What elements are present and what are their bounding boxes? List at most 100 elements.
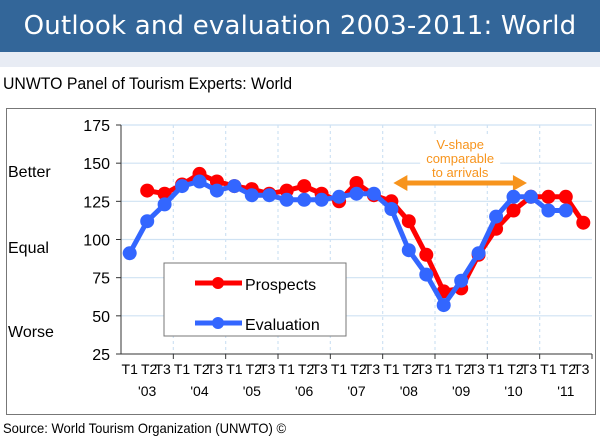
y-tick-label-75: 75 bbox=[92, 271, 110, 288]
data-point-prospects bbox=[558, 189, 573, 204]
x-year-label: '10 bbox=[504, 383, 522, 399]
data-point-evaluation bbox=[279, 192, 294, 207]
x-year-label: '05 bbox=[243, 383, 261, 399]
data-point-prospects bbox=[297, 179, 312, 194]
data-point-prospects bbox=[419, 247, 434, 262]
x-tick-label-t2: T2 bbox=[455, 361, 472, 377]
x-year-label: '09 bbox=[452, 383, 470, 399]
x-year-label: '03 bbox=[138, 383, 156, 399]
data-point-evaluation bbox=[454, 273, 469, 288]
x-tick-label-t1: T1 bbox=[174, 361, 191, 377]
data-point-evaluation bbox=[140, 214, 155, 229]
series-evaluation bbox=[122, 174, 573, 313]
data-point-evaluation bbox=[227, 179, 242, 194]
annotation-arrow-right-head bbox=[512, 175, 527, 191]
x-tick-label-t1: T1 bbox=[540, 361, 557, 377]
header-divider-strip bbox=[0, 52, 600, 67]
annotation: V-shape comparable to arrivals bbox=[393, 137, 527, 191]
legend-evaluation-marker bbox=[212, 317, 224, 329]
data-point-evaluation bbox=[297, 192, 312, 207]
x-tick-label-t3: T3 bbox=[154, 361, 171, 377]
data-point-evaluation bbox=[175, 179, 190, 194]
legend-prospects-marker bbox=[212, 277, 224, 289]
data-point-prospects bbox=[401, 214, 416, 229]
data-point-evaluation bbox=[489, 209, 504, 224]
x-year-label: '08 bbox=[400, 383, 418, 399]
x-tick-label-t2: T2 bbox=[350, 361, 367, 377]
data-point-prospects bbox=[506, 203, 521, 218]
x-tick-label-t2: T2 bbox=[298, 361, 315, 377]
legend-box bbox=[163, 262, 347, 337]
data-point-evaluation bbox=[401, 243, 416, 258]
data-point-evaluation bbox=[244, 188, 259, 203]
y-tick-label-125: 125 bbox=[83, 194, 110, 211]
y-tick-label-175: 175 bbox=[83, 118, 110, 135]
x-tick-label-t3: T3 bbox=[521, 361, 538, 377]
data-point-evaluation bbox=[384, 202, 399, 216]
legend: Prospects Evaluation bbox=[163, 262, 347, 337]
annotation-line-3: to arrivals bbox=[432, 165, 489, 180]
x-tick-label-t3: T3 bbox=[259, 361, 276, 377]
source-note: Source: World Tourism Organization (UNWT… bbox=[3, 420, 287, 436]
data-point-evaluation bbox=[558, 203, 573, 218]
side-label-better: Better bbox=[8, 164, 51, 181]
data-point-evaluation bbox=[419, 267, 434, 282]
x-tick-label-t3: T3 bbox=[573, 361, 590, 377]
series-group bbox=[122, 166, 591, 313]
side-label-worse: Worse bbox=[8, 324, 54, 341]
page-title: Outlook and evaluation 2003-2011: World bbox=[23, 11, 577, 41]
x-tick-label-t2: T2 bbox=[246, 361, 263, 377]
annotation-line-1: V-shape bbox=[436, 137, 484, 152]
chart-frame bbox=[6, 108, 596, 415]
y-tick-label-100: 100 bbox=[83, 233, 110, 250]
x-tick-label-t2: T2 bbox=[403, 361, 420, 377]
grid-lines bbox=[121, 124, 592, 354]
data-point-evaluation bbox=[157, 197, 172, 212]
x-tick-label-t3: T3 bbox=[468, 361, 485, 377]
data-point-prospects bbox=[541, 189, 556, 204]
y-tick-label-50: 50 bbox=[92, 309, 110, 326]
data-point-evaluation bbox=[366, 186, 381, 201]
x-tick-label-t3: T3 bbox=[207, 361, 224, 377]
page-header: Outlook and evaluation 2003-2011: World bbox=[0, 0, 600, 52]
x-tick-label-t1: T1 bbox=[279, 361, 296, 377]
data-point-evaluation bbox=[209, 183, 224, 198]
data-point-prospects bbox=[140, 183, 155, 198]
x-tick-label-t1: T1 bbox=[331, 361, 348, 377]
x-year-label: '04 bbox=[190, 383, 208, 399]
y-tick-label-150: 150 bbox=[83, 156, 110, 173]
x-tick-label-t1: T1 bbox=[488, 361, 505, 377]
x-tick-label-t2: T2 bbox=[193, 361, 210, 377]
data-point-evaluation bbox=[471, 246, 486, 261]
x-tick-label-t2: T2 bbox=[141, 361, 158, 377]
data-point-evaluation bbox=[122, 246, 137, 261]
x-tick-label-t1: T1 bbox=[226, 361, 243, 377]
data-point-evaluation bbox=[436, 298, 451, 313]
annotation-arrow-left-head bbox=[393, 175, 408, 191]
data-point-evaluation bbox=[349, 186, 364, 201]
legend-prospects-label: Prospects bbox=[245, 277, 316, 294]
data-point-evaluation bbox=[332, 189, 347, 204]
x-tick-label-t2: T2 bbox=[507, 361, 524, 377]
x-year-label: '11 bbox=[557, 383, 574, 399]
x-tick-label-t1: T1 bbox=[383, 361, 400, 377]
x-year-label: '06 bbox=[295, 383, 313, 399]
x-tick-label-t3: T3 bbox=[311, 361, 328, 377]
side-label-equal: Equal bbox=[8, 240, 49, 257]
data-point-evaluation bbox=[192, 174, 207, 189]
chart-subtitle: UNWTO Panel of Tourism Experts: World bbox=[3, 74, 293, 93]
x-tick-label-t1: T1 bbox=[122, 361, 139, 377]
data-point-evaluation bbox=[541, 203, 556, 218]
data-point-prospects bbox=[576, 215, 591, 230]
y-tick-label-25: 25 bbox=[92, 347, 110, 364]
data-point-evaluation bbox=[523, 189, 538, 204]
x-tick-label-t1: T1 bbox=[436, 361, 453, 377]
x-tick-label-t2: T2 bbox=[560, 361, 577, 377]
legend-evaluation-label: Evaluation bbox=[245, 317, 320, 334]
data-point-evaluation bbox=[314, 192, 329, 207]
data-point-prospects bbox=[349, 176, 364, 190]
data-point-evaluation bbox=[262, 188, 277, 203]
data-point-evaluation bbox=[506, 189, 521, 204]
